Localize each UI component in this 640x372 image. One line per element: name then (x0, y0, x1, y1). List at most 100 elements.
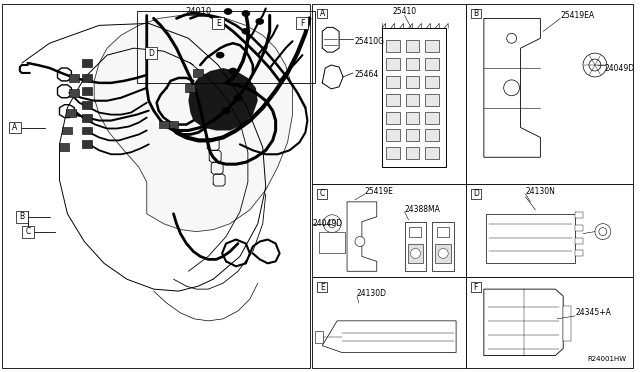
Bar (466, 4, 632, 184)
Ellipse shape (229, 68, 237, 74)
Bar (406, 94, 419, 106)
Bar (386, 112, 399, 124)
Text: D: D (473, 189, 479, 198)
Bar (386, 129, 399, 141)
Text: 24130N: 24130N (525, 187, 556, 196)
Text: 25410: 25410 (392, 7, 417, 16)
Text: C: C (319, 189, 325, 198)
Circle shape (504, 80, 520, 96)
Bar (312, 184, 466, 277)
Text: 24388MA: 24388MA (404, 205, 440, 214)
Circle shape (323, 215, 341, 232)
Bar (317, 189, 327, 199)
Text: A: A (319, 9, 325, 18)
Circle shape (583, 53, 607, 77)
Bar (406, 147, 419, 159)
Circle shape (507, 33, 516, 43)
Bar (386, 58, 399, 70)
Bar (63, 126, 72, 134)
Text: B: B (19, 212, 24, 221)
Text: 25419E: 25419E (365, 187, 394, 196)
Bar (386, 76, 399, 88)
Text: F: F (474, 283, 478, 292)
Bar (381, 28, 446, 167)
Text: 24010: 24010 (185, 7, 211, 16)
Bar (316, 331, 323, 343)
Bar (159, 121, 168, 128)
Bar (312, 4, 466, 184)
Circle shape (599, 228, 607, 235)
Text: 25410G: 25410G (355, 37, 385, 46)
Bar (426, 94, 439, 106)
Text: 25419EA: 25419EA (560, 11, 595, 20)
Text: D: D (148, 49, 154, 58)
Bar (426, 76, 439, 88)
Circle shape (438, 248, 448, 259)
Bar (319, 232, 345, 253)
Bar (575, 238, 583, 244)
Circle shape (328, 220, 336, 228)
Ellipse shape (242, 28, 250, 34)
Bar (426, 40, 439, 52)
Bar (145, 47, 157, 59)
Bar (317, 9, 327, 19)
Bar (186, 84, 195, 92)
Bar (466, 184, 632, 277)
Text: 24345+A: 24345+A (575, 308, 611, 317)
Bar (406, 58, 419, 70)
Bar (471, 189, 481, 199)
Text: E: E (216, 19, 221, 28)
Text: 25464: 25464 (355, 70, 380, 80)
Circle shape (595, 224, 611, 240)
Bar (22, 226, 34, 238)
Bar (386, 147, 399, 159)
Ellipse shape (222, 108, 230, 113)
Bar (83, 140, 92, 148)
Bar (410, 227, 421, 237)
Bar (435, 244, 451, 263)
Text: 24130D: 24130D (357, 289, 387, 298)
Bar (16, 211, 28, 223)
Bar (2, 4, 310, 368)
Bar (83, 59, 92, 67)
Bar (296, 17, 308, 29)
Bar (471, 9, 481, 19)
Bar (406, 129, 419, 141)
Bar (432, 222, 454, 271)
Bar (575, 212, 583, 218)
Text: E: E (320, 283, 324, 292)
Bar (193, 69, 204, 77)
Bar (408, 244, 424, 263)
Polygon shape (484, 289, 563, 356)
Bar (83, 101, 92, 109)
Text: 24049D: 24049D (605, 64, 635, 73)
Bar (426, 112, 439, 124)
Ellipse shape (234, 95, 242, 101)
Polygon shape (484, 19, 540, 157)
Bar (67, 109, 76, 116)
Bar (426, 147, 439, 159)
Bar (83, 113, 92, 122)
Bar (575, 225, 583, 231)
Bar (575, 250, 583, 256)
Bar (137, 12, 316, 83)
Polygon shape (94, 16, 292, 232)
Bar (83, 87, 92, 95)
Bar (466, 277, 632, 368)
Circle shape (589, 59, 601, 71)
Bar (426, 129, 439, 141)
Bar (471, 282, 481, 292)
Bar (212, 17, 224, 29)
Bar (437, 227, 449, 237)
Bar (312, 277, 466, 368)
Bar (486, 214, 575, 263)
Polygon shape (188, 68, 258, 131)
Bar (386, 94, 399, 106)
Ellipse shape (256, 19, 264, 25)
Bar (69, 89, 79, 97)
Ellipse shape (224, 9, 232, 15)
Text: R24001HW: R24001HW (588, 356, 627, 362)
Text: 24049D: 24049D (312, 219, 342, 228)
Circle shape (355, 237, 365, 247)
Bar (426, 58, 439, 70)
